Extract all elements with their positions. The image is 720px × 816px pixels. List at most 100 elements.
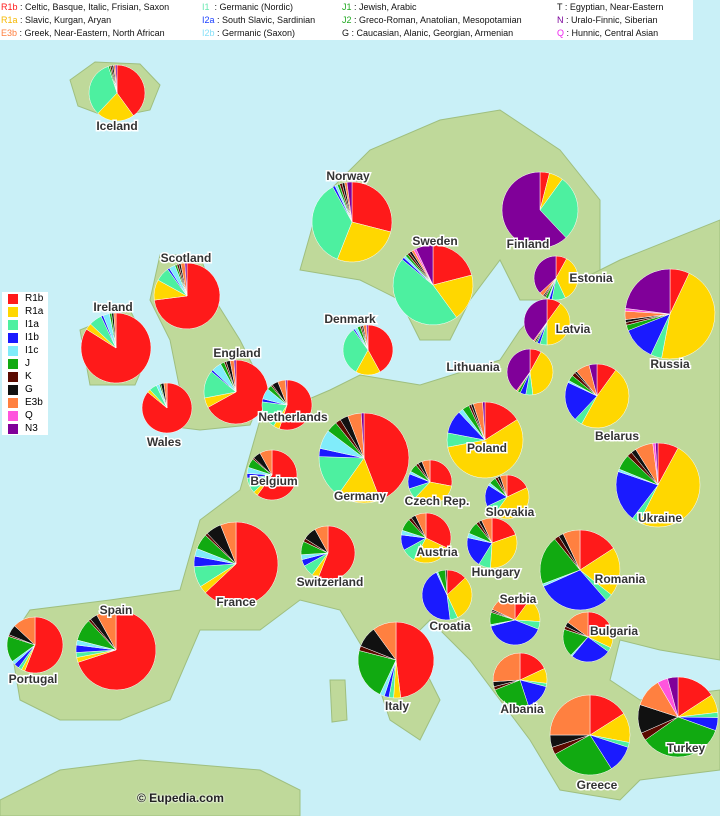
pie-bulgaria (562, 611, 614, 663)
legend-row: Q : Hunnic, Central Asian (557, 27, 692, 40)
legend-item: I1a (2, 318, 48, 331)
pie-slice-r1b (278, 379, 313, 431)
country-label: Czech Rep. (405, 494, 470, 508)
legend-desc: : Egyptian, Near-Eastern (564, 2, 664, 12)
pie-slice-n3 (588, 363, 598, 397)
legend-column-2: I1 : Germanic (Nordic) I2a : South Slavi… (202, 1, 338, 40)
pie-slovakia (484, 474, 530, 520)
legend-item: K (2, 370, 48, 383)
country-label: Spain (100, 603, 133, 617)
legend-item: I1b (2, 331, 48, 344)
legend-label: N3 (25, 423, 38, 434)
pie-romania (539, 529, 621, 611)
legend-row: E3b : Greek, Near-Eastern, North African (1, 27, 199, 40)
country-label: Ireland (93, 300, 132, 314)
pie-slice-e3b (220, 521, 237, 565)
legend-code: R1b (1, 2, 18, 12)
pie-hungary (466, 517, 518, 569)
legend-label: Q (25, 410, 33, 421)
country-label: Italy (385, 699, 409, 713)
pie-slice-r1b (317, 525, 356, 581)
pie-slice-e3b (492, 652, 521, 682)
pie-slice-r1a (336, 221, 392, 263)
pie-portugal (6, 616, 64, 674)
legend-column-4: T : Egyptian, Near-Eastern N : Uralo-Fin… (557, 1, 692, 40)
legend-row: J2 : Greco-Roman, Anatolian, Mesopotamia… (342, 14, 553, 27)
color-swatch (8, 397, 18, 408)
pie-sweden (392, 244, 474, 326)
country-label: Finland (507, 237, 550, 251)
pie-slice-n3 (285, 379, 288, 406)
pie-slice-i1b (421, 572, 451, 621)
legend-label: R1b (25, 293, 44, 304)
pie-denmark (342, 324, 394, 376)
legend-row: R1a : Slavic, Kurgan, Aryan (1, 14, 199, 27)
pie-slice-r1b (425, 512, 452, 549)
legend-item: R1a (2, 305, 48, 318)
pie-slice-e3b (481, 517, 493, 544)
pie-croatia (421, 569, 473, 621)
pie-slice-r1a (579, 547, 621, 596)
pie-slice-e3b (421, 459, 431, 483)
pie-slice-n3 (667, 676, 679, 718)
pie-slice-g (445, 569, 448, 596)
pie-slice-i1a (88, 66, 118, 114)
color-swatch (8, 384, 18, 395)
pie-slice-e3b (415, 512, 427, 539)
pie-slice-r1a (493, 487, 530, 520)
pie-spain (75, 609, 157, 691)
pie-estonia (533, 255, 579, 301)
pie-slice-n3 (233, 359, 237, 393)
pie-slice-n3 (346, 181, 353, 223)
color-swatch (8, 306, 18, 317)
pie-germany (318, 412, 410, 504)
legend-desc: : Greek, Near-Eastern, North African (19, 28, 165, 38)
pie-slice-n3 (482, 401, 486, 441)
legend-desc: : Slavic, Kurgan, Aryan (20, 15, 112, 25)
pie-france (193, 521, 279, 607)
pie-slice-i1a (311, 186, 353, 260)
country-label: Russia (650, 357, 690, 371)
country-label: Lithuania (446, 360, 500, 374)
color-swatch (8, 332, 18, 343)
pie-netherlands (261, 379, 313, 431)
country-label: Ukraine (638, 511, 682, 525)
country-label: Portugal (9, 672, 58, 686)
pie-slice-e3b (492, 594, 516, 621)
pie-slice-r1b (205, 521, 279, 607)
pie-slice-r1b (77, 609, 157, 691)
country-label: Romania (595, 572, 646, 586)
pie-slice-r1a (490, 534, 518, 569)
pie-iceland (88, 64, 146, 122)
pie-slice-n3 (625, 268, 671, 315)
pie-ukraine (615, 442, 701, 528)
pie-austria (400, 512, 452, 564)
pie-slice-r1a (581, 369, 630, 429)
pie-poland (446, 401, 524, 479)
color-swatch (8, 293, 18, 304)
pie-ireland (80, 312, 152, 384)
legend-label: I1b (25, 332, 39, 343)
legend-row: R1b : Celtic, Basque, Italic, Frisian, S… (1, 1, 199, 14)
country-label: Germany (334, 489, 386, 503)
legend-desc: : Greco-Roman, Anatolian, Mesopotamian (354, 15, 522, 25)
pie-albania (492, 652, 548, 708)
country-label: Belgium (250, 474, 297, 488)
pie-slice-r1b (363, 412, 410, 501)
pie-slice-i1b (543, 569, 607, 611)
pie-slice-r1a (546, 303, 571, 346)
pie-russia (624, 268, 716, 360)
pie-slice-r1b (256, 449, 298, 501)
pie-slice-r1b (351, 181, 393, 233)
country-label: Switzerland (297, 575, 364, 589)
legend-column-3: J1 : Jewish, Arabic J2 : Greco-Roman, An… (342, 1, 553, 40)
pie-slice-i1b (615, 471, 659, 519)
pie-slice-i1b (564, 382, 598, 420)
pie-slice-i1b (490, 619, 539, 646)
haplogroup-legend: R1b : Celtic, Basque, Italic, Frisian, S… (0, 0, 693, 40)
pie-slice-e3b (562, 529, 581, 571)
pie-slice-e3b (314, 525, 329, 554)
legend-code: I1 (202, 2, 210, 12)
country-label: France (216, 595, 256, 609)
